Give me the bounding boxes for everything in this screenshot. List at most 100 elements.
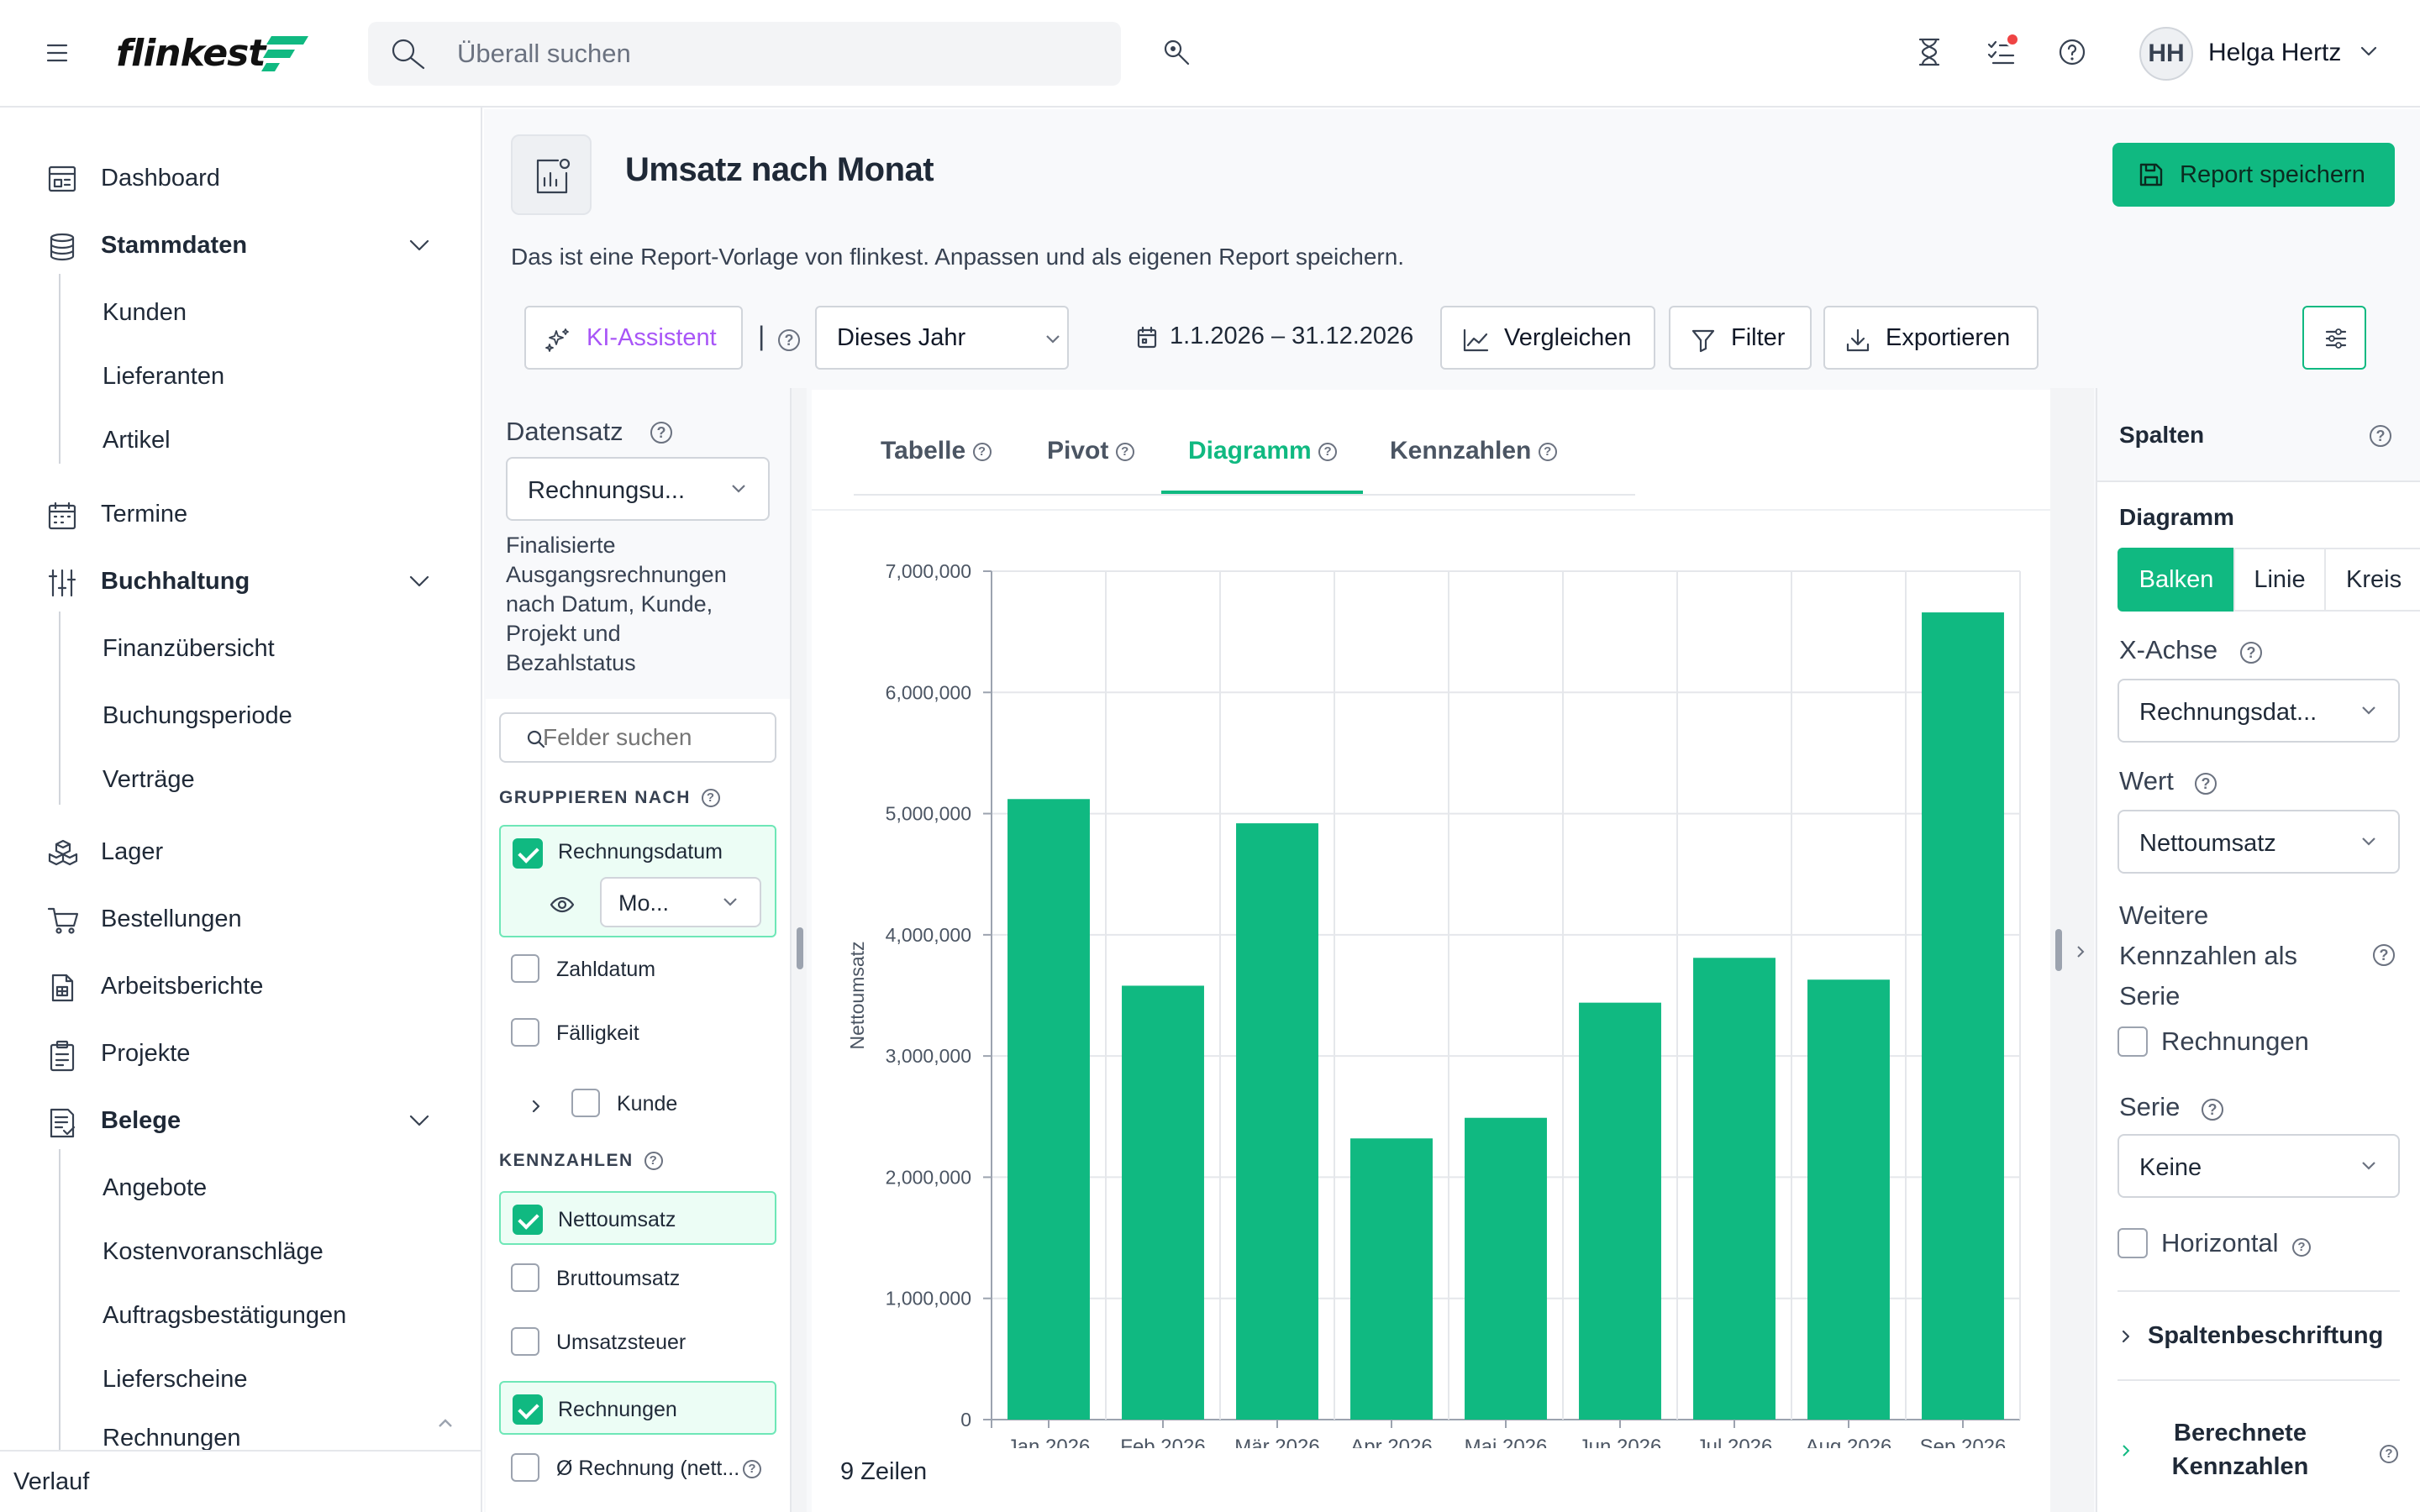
- compare-button[interactable]: Vergleichen: [1440, 306, 1655, 370]
- sidebar-item-stammdaten[interactable]: Stammdaten: [0, 220, 471, 270]
- sidebar-item-buchungsperiode[interactable]: Buchungsperiode: [0, 692, 471, 739]
- sidebar-item-lager[interactable]: Lager: [0, 827, 471, 877]
- global-search[interactable]: [368, 22, 1121, 86]
- export-button[interactable]: Exportieren: [1823, 306, 2039, 370]
- checkbox[interactable]: [513, 1394, 543, 1425]
- chart-type-pie[interactable]: Kreis: [2324, 548, 2420, 612]
- menu-icon[interactable]: [45, 42, 69, 64]
- help-icon[interactable]: ?: [2380, 1445, 2398, 1463]
- hourglass-icon[interactable]: [1918, 37, 1941, 67]
- value-select[interactable]: Nettoumsatz: [2118, 810, 2400, 874]
- group-field-zahldatum[interactable]: Zahldatum: [499, 942, 776, 996]
- tab-pivot[interactable]: Pivot ?: [1047, 437, 1134, 465]
- series-select[interactable]: Keine: [2118, 1134, 2400, 1198]
- chevron-right-icon[interactable]: [2075, 944, 2086, 959]
- checkbox[interactable]: [513, 838, 543, 869]
- ai-assistant-button[interactable]: KI-Assistent: [524, 306, 743, 370]
- help-icon[interactable]: [2057, 37, 2087, 67]
- help-icon[interactable]: ?: [2202, 1099, 2223, 1121]
- checkbox[interactable]: [511, 1018, 539, 1047]
- column-labels-section[interactable]: Spaltenbeschriftung: [2148, 1322, 2384, 1349]
- sidebar-item-rechnungen[interactable]: Rechnungen: [0, 1418, 471, 1452]
- help-icon[interactable]: ?: [972, 443, 992, 462]
- chevron-down-icon[interactable]: [408, 575, 430, 588]
- sidebar-item-buchhaltung[interactable]: Buchhaltung: [0, 556, 471, 606]
- resize-handle[interactable]: [2055, 929, 2062, 971]
- help-icon[interactable]: ?: [650, 422, 672, 444]
- checkbox[interactable]: [511, 954, 539, 983]
- granularity-select[interactable]: Mo...: [600, 877, 761, 927]
- sidebar-item-belege[interactable]: Belege: [0, 1095, 471, 1146]
- filter-button[interactable]: Filter: [1669, 306, 1812, 370]
- help-icon[interactable]: ?: [2292, 1238, 2311, 1257]
- sidebar-item-arbeitsberichte[interactable]: Arbeitsberichte: [0, 961, 471, 1011]
- advanced-search-icon[interactable]: [1163, 39, 1192, 67]
- chevron-right-icon[interactable]: [2121, 1443, 2131, 1458]
- metric-field-avg-rechnung[interactable]: Ø Rechnung (nett... ?: [499, 1441, 776, 1495]
- sidebar-item-kunden[interactable]: Kunden: [0, 289, 471, 336]
- chevron-down-icon[interactable]: [408, 1114, 430, 1127]
- computed-metrics-section[interactable]: Berechnete Kennzahlen: [2148, 1416, 2333, 1483]
- chevron-down-icon[interactable]: [408, 239, 430, 252]
- settings-button[interactable]: [2302, 306, 2366, 370]
- history-bar[interactable]: Verlauf: [0, 1450, 481, 1512]
- search-input[interactable]: [457, 22, 1096, 86]
- help-icon[interactable]: ?: [2370, 425, 2391, 447]
- help-icon[interactable]: ?: [2240, 642, 2262, 664]
- sidebar-item-projekte[interactable]: Projekte: [0, 1028, 471, 1079]
- sidebar-item-finanzuebersicht[interactable]: Finanzübersicht: [0, 625, 471, 672]
- help-icon[interactable]: ?: [778, 329, 800, 351]
- checkbox[interactable]: [513, 1205, 543, 1235]
- extra-series-checkbox[interactable]: [2118, 1026, 2148, 1057]
- save-report-button[interactable]: Report speichern: [2112, 143, 2395, 207]
- help-icon[interactable]: ?: [2373, 944, 2395, 966]
- checkbox[interactable]: [511, 1327, 539, 1356]
- sidebar-item-angebote[interactable]: Angebote: [0, 1164, 471, 1211]
- sidebar-item-lieferanten[interactable]: Lieferanten: [0, 353, 471, 400]
- metric-field-rechnungen[interactable]: Rechnungen: [499, 1381, 776, 1435]
- date-range[interactable]: 1.1.2026 – 31.12.2026: [1170, 323, 1414, 349]
- help-icon[interactable]: ?: [1318, 443, 1338, 462]
- sidebar-item-artikel[interactable]: Artikel: [0, 417, 471, 464]
- metric-field-umsatzsteuer[interactable]: Umsatzsteuer: [499, 1315, 776, 1369]
- horizontal-label[interactable]: Horizontal: [2161, 1228, 2279, 1257]
- sidebar-item-auftragsbestaetigungen[interactable]: Auftragsbestätigungen: [0, 1292, 471, 1339]
- sidebar-item-kostenvoranschlaege[interactable]: Kostenvoranschläge: [0, 1228, 471, 1275]
- help-icon[interactable]: ?: [1115, 443, 1134, 462]
- extra-series-option[interactable]: Rechnungen: [2161, 1026, 2309, 1056]
- chevron-down-icon[interactable]: [2360, 45, 2378, 57]
- avatar[interactable]: HH: [2139, 27, 2193, 81]
- sidebar-item-lieferscheine[interactable]: Lieferscheine: [0, 1356, 471, 1403]
- help-icon[interactable]: ?: [644, 1152, 664, 1171]
- group-field-faelligkeit[interactable]: Fälligkeit: [499, 1006, 776, 1060]
- field-search-input[interactable]: [543, 714, 761, 761]
- calendar-icon[interactable]: [1136, 326, 1158, 349]
- tab-kennzahlen[interactable]: Kennzahlen ?: [1390, 437, 1557, 465]
- group-field-kunde[interactable]: Kunde: [499, 1077, 776, 1131]
- user-name[interactable]: Helga Hertz: [2208, 39, 2342, 66]
- period-select[interactable]: Dieses Jahr: [815, 306, 1069, 370]
- help-icon[interactable]: ?: [2195, 773, 2217, 795]
- tab-diagramm[interactable]: Diagramm ?: [1188, 437, 1338, 465]
- help-icon[interactable]: ?: [743, 1460, 761, 1478]
- chart-type-line[interactable]: Linie: [2233, 548, 2326, 612]
- group-field-rechnungsdatum[interactable]: Rechnungsdatum Mo...: [499, 825, 776, 937]
- chart-type-bar[interactable]: Balken: [2118, 548, 2235, 612]
- chevron-up-icon[interactable]: [437, 1418, 454, 1428]
- logo[interactable]: flinkest: [116, 27, 310, 79]
- tasks-icon[interactable]: [1986, 37, 2017, 67]
- eye-icon[interactable]: [550, 895, 575, 914]
- metric-field-nettoumsatz[interactable]: Nettoumsatz: [499, 1191, 776, 1245]
- sidebar-item-bestellungen[interactable]: Bestellungen: [0, 894, 471, 944]
- sidebar-item-dashboard[interactable]: Dashboard: [0, 153, 471, 203]
- sidebar-item-vertraege[interactable]: Verträge: [0, 756, 471, 803]
- horizontal-checkbox[interactable]: [2118, 1228, 2148, 1258]
- help-icon[interactable]: ?: [1538, 443, 1557, 462]
- tab-tabelle[interactable]: Tabelle ?: [881, 437, 992, 465]
- chevron-right-icon[interactable]: [2121, 1329, 2131, 1344]
- x-axis-select[interactable]: Rechnungsdat...: [2118, 679, 2400, 743]
- checkbox[interactable]: [511, 1453, 539, 1482]
- checkbox[interactable]: [511, 1263, 539, 1292]
- chevron-right-icon[interactable]: [531, 1099, 541, 1114]
- help-icon[interactable]: ?: [702, 789, 721, 808]
